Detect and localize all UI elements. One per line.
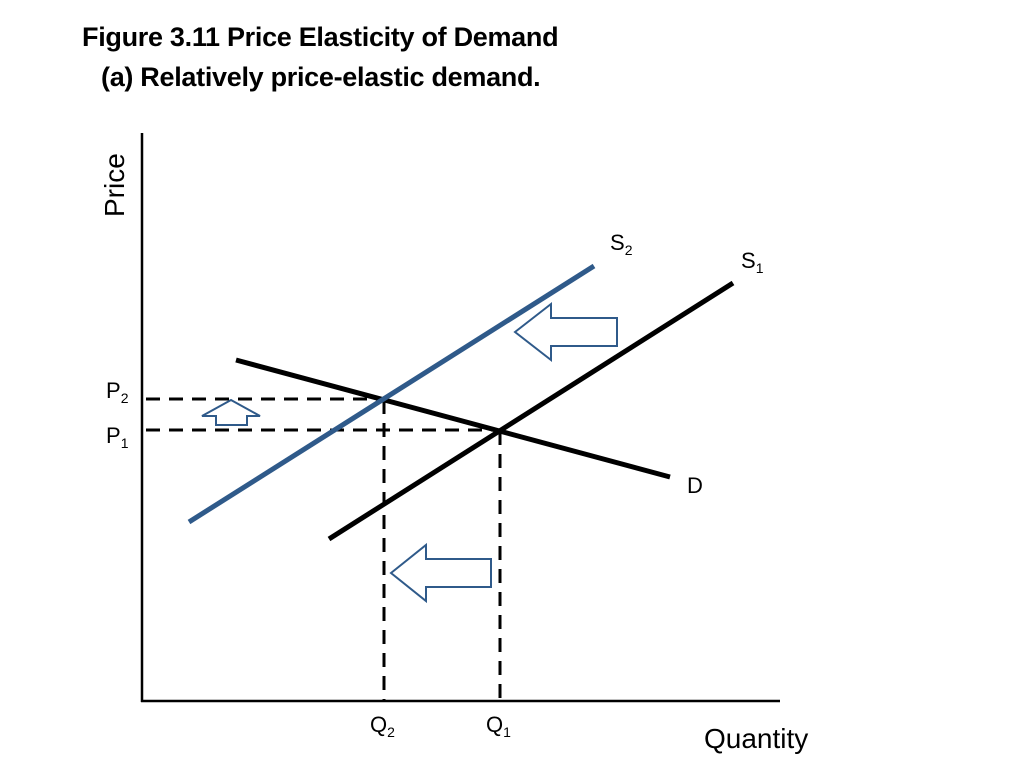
y-axis-title: Price xyxy=(99,153,130,217)
price-increase-arrow-icon xyxy=(201,398,261,426)
demand-curve xyxy=(235,357,671,480)
q2-label: Q2 xyxy=(370,712,395,740)
supply-curve-s1 xyxy=(327,280,735,542)
figure-subtitle: (a) Relatively price-elastic demand. xyxy=(101,62,541,92)
supply-curve-s2 xyxy=(187,263,596,525)
figure-title: Figure 3.11 Price Elasticity of Demand xyxy=(82,22,559,52)
p1-label: P1 xyxy=(106,423,129,451)
shift-left-arrow-icon xyxy=(513,301,618,363)
d-label: D xyxy=(687,473,703,498)
q1-label: Q1 xyxy=(486,712,511,740)
s1-label: S1 xyxy=(741,248,764,276)
p2-label: P2 xyxy=(106,378,129,406)
x-axis-title: Quantity xyxy=(704,723,808,754)
quantity-decrease-arrow-icon xyxy=(389,542,492,604)
s2-label: S2 xyxy=(610,230,633,258)
